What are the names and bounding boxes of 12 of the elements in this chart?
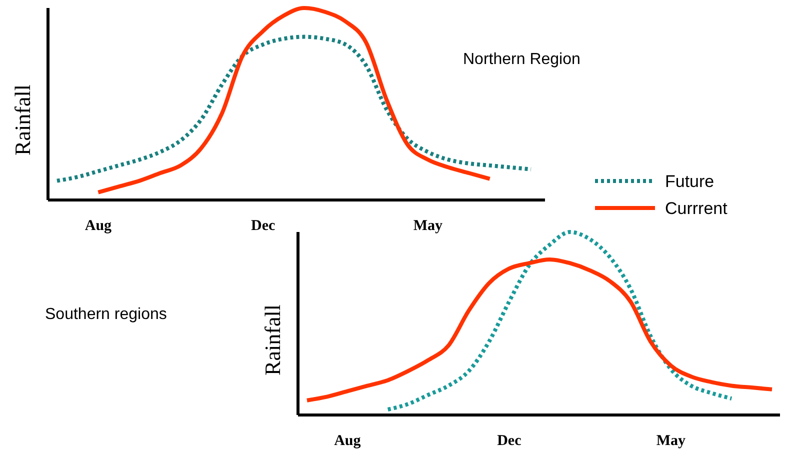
text: Southern regions bbox=[45, 306, 167, 323]
y-axis-title: Rainfall bbox=[10, 84, 35, 156]
x-tick-label: Dec bbox=[251, 218, 276, 234]
x-tick-label: Dec bbox=[497, 433, 522, 449]
x-tick-label: Aug bbox=[334, 433, 362, 449]
x-tick-label: Aug bbox=[84, 218, 112, 234]
legend-label: Currrent bbox=[665, 199, 728, 218]
annotation: Northern Region bbox=[463, 51, 580, 68]
legend-label: Future bbox=[665, 172, 714, 191]
y-axis-title: Rainfall bbox=[260, 304, 285, 376]
x-tick-label: May bbox=[413, 218, 444, 234]
x-tick-label: May bbox=[656, 433, 686, 449]
